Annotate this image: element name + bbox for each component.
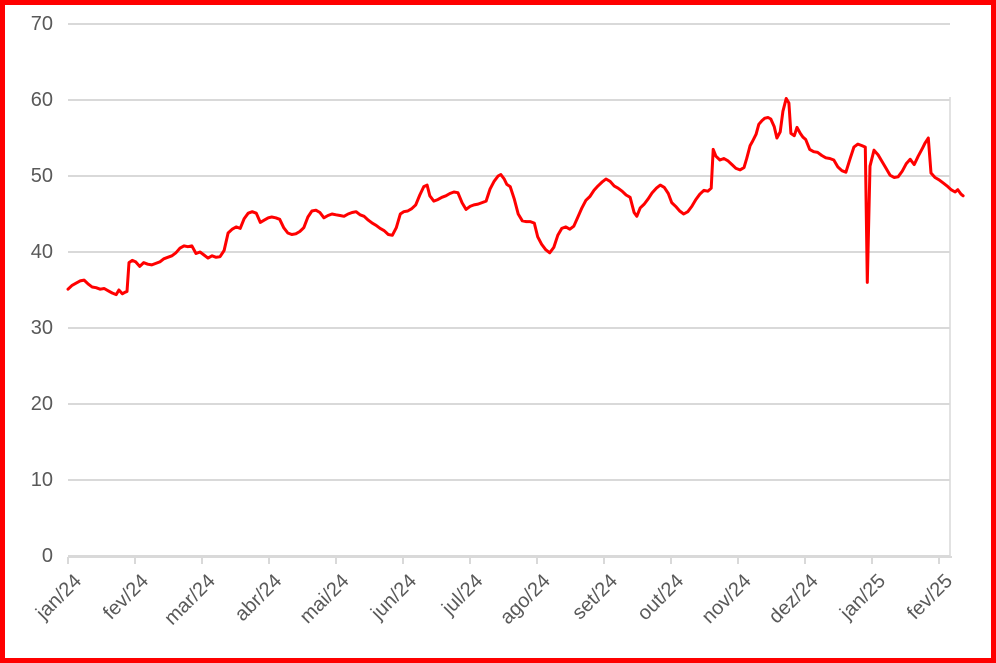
- y-axis-label: 70: [30, 13, 53, 35]
- y-axis-label: 10: [30, 469, 53, 491]
- y-axis-label: 20: [30, 393, 53, 415]
- y-axis-label: 50: [30, 165, 53, 187]
- chart-canvas: [66, 23, 965, 564]
- y-axis-label: 40: [30, 241, 53, 263]
- y-axis-label: 60: [30, 89, 53, 111]
- price-line: [66, 97, 965, 297]
- y-axis-label: 30: [30, 317, 53, 339]
- y-axis-label: 0: [41, 545, 53, 567]
